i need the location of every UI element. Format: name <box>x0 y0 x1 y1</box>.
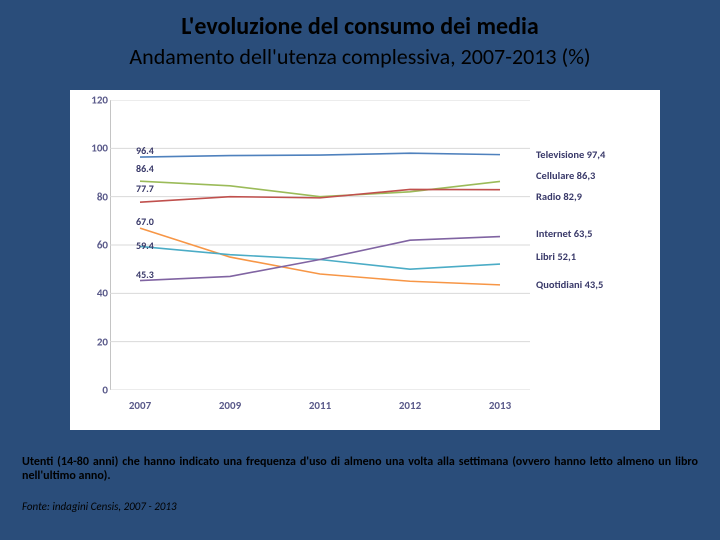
x-tick-label: 2009 <box>219 399 241 412</box>
series-end-label: Radio 82,9 <box>536 190 582 203</box>
series-start-label: 86.4 <box>136 162 154 175</box>
x-tick-label: 2011 <box>309 399 331 412</box>
series-end-label: Libri 52,1 <box>536 250 576 263</box>
slide: L'evoluzione del consumo dei media Andam… <box>0 0 720 540</box>
source-text: Fonte: indagini Censis, 2007 - 2013 <box>22 500 177 513</box>
y-tick-label: 0 <box>80 384 108 397</box>
slide-subtitle: Andamento dell'utenza complessiva, 2007-… <box>0 43 720 70</box>
x-tick-label: 2012 <box>399 399 421 412</box>
y-tick-label: 40 <box>80 287 108 300</box>
series-end-label: Quotidiani 43,5 <box>536 278 603 291</box>
series-end-label: Internet 63,5 <box>536 227 592 240</box>
x-tick-label: 2013 <box>489 399 511 412</box>
y-tick-label: 60 <box>80 239 108 252</box>
y-tick-label: 80 <box>80 190 108 203</box>
x-tick-label: 2007 <box>129 399 151 412</box>
line-chart <box>110 100 530 390</box>
y-tick-label: 120 <box>80 94 108 107</box>
series-start-label: 67.0 <box>136 215 154 228</box>
y-tick-label: 100 <box>80 142 108 155</box>
series-end-label: Cellulare 86,3 <box>536 169 595 182</box>
series-end-label: Televisione 97,4 <box>536 148 605 161</box>
footnote: Utenti (14-80 anni) che hanno indicato u… <box>22 455 698 484</box>
chart-container: 0 20 40 60 80 100 120 2007 2009 2011 2012 2013 96.4 8… <box>70 90 660 430</box>
series-start-label: 45.3 <box>136 268 154 281</box>
series-start-label: 77.7 <box>136 182 154 195</box>
series-start-label: 59.4 <box>136 239 154 252</box>
chart-plot-area <box>110 100 530 390</box>
series-start-label: 96.4 <box>136 144 154 157</box>
slide-title: L'evoluzione del consumo dei media <box>0 0 720 41</box>
y-tick-label: 20 <box>80 335 108 348</box>
